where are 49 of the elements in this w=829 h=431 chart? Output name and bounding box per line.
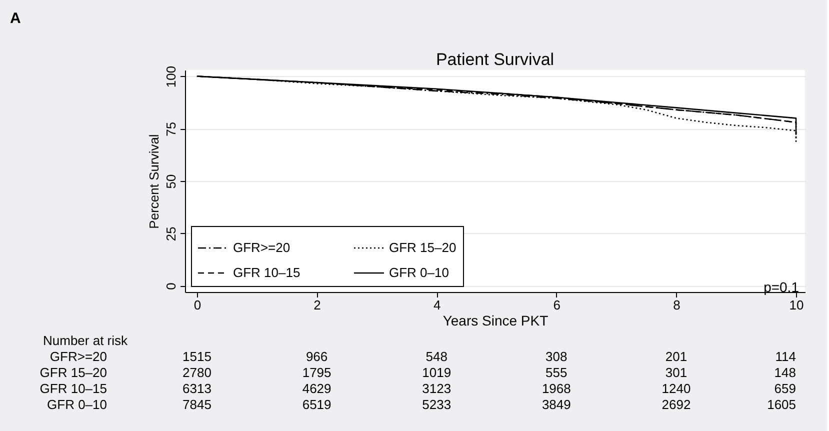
y-tick-label: 75: [164, 122, 178, 136]
text: 308: [546, 349, 568, 364]
text: 555: [546, 365, 568, 380]
x-tick-label: 2: [314, 298, 321, 312]
y-tick-label: 25: [164, 226, 178, 242]
text: 548: [426, 349, 448, 364]
y-tick-label: 50: [164, 174, 178, 189]
legend-label: GFR 15–20: [389, 240, 456, 255]
x-tick-label: 0: [194, 298, 202, 312]
text: 7845: [182, 397, 212, 412]
text: 201: [665, 349, 688, 364]
text: GFR>=20: [50, 349, 107, 364]
text: 3849: [542, 397, 571, 412]
text: 966: [306, 349, 328, 364]
chart-title: Patient Survival: [436, 50, 554, 69]
text: 301: [665, 365, 688, 380]
text: 1019: [422, 365, 452, 380]
text: 4629: [302, 381, 332, 396]
text: 1515: [182, 349, 212, 364]
text: 2692: [662, 397, 691, 412]
x-tick-label: 10: [789, 298, 804, 312]
legend-label: GFR>=20: [233, 240, 290, 255]
text: 659: [774, 381, 796, 396]
text: 148: [774, 365, 796, 380]
text: 1240: [662, 381, 691, 396]
annotation: p=0.1: [764, 279, 800, 295]
y-axis-title: Percent Survival: [146, 134, 162, 229]
x-tick-label: 8: [673, 298, 680, 312]
legend-label: GFR 0–10: [389, 265, 449, 280]
text: GFR 0–10: [47, 397, 107, 412]
text: 6313: [182, 381, 212, 396]
text: A: [10, 10, 21, 27]
text: 2780: [182, 365, 212, 380]
text: 5233: [422, 397, 452, 412]
text: 6519: [302, 397, 332, 412]
x-axis-title: Years Since PKT: [442, 312, 549, 328]
text: 114: [775, 349, 796, 364]
text: 1968: [542, 381, 571, 396]
text: Number at risk: [43, 333, 128, 348]
text: GFR 10–15: [40, 381, 107, 396]
text: 3123: [422, 381, 452, 396]
y-tick-label: 100: [164, 66, 178, 88]
y-tick-label: 0: [164, 282, 178, 290]
text: 1605: [767, 397, 796, 412]
x-tick-label: 4: [433, 298, 441, 312]
text: 1795: [302, 365, 332, 380]
x-tick-label: 6: [553, 298, 561, 312]
legend-label: GFR 10–15: [233, 265, 300, 280]
text: GFR 15–20: [40, 365, 107, 380]
